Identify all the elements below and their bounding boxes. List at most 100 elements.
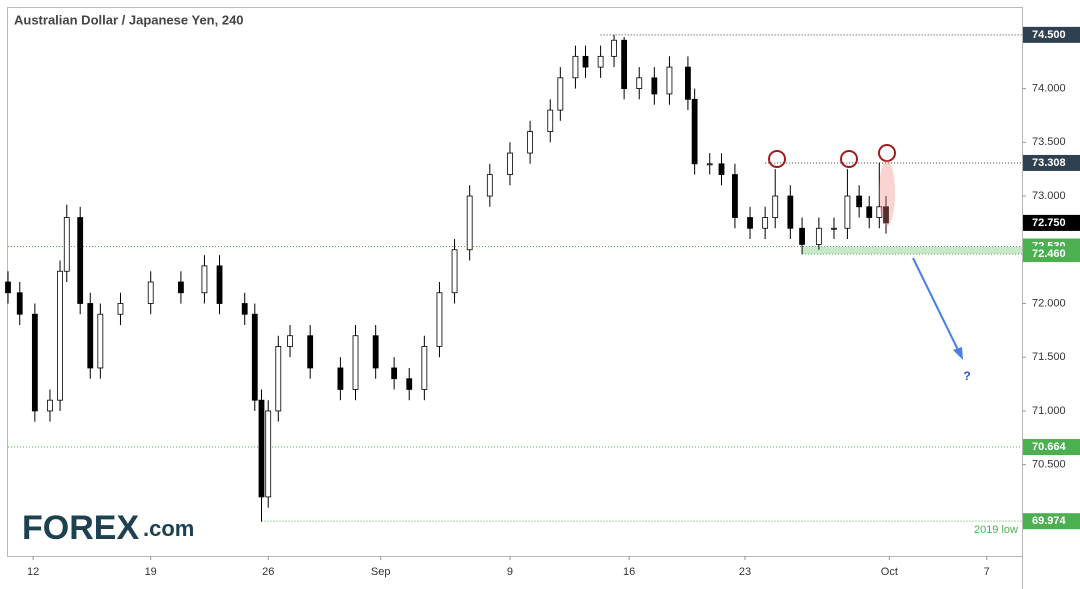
x-tick-label: 16 [623,566,635,578]
candle-body [275,346,282,412]
x-tick-label: 19 [145,566,157,578]
candle-body [691,98,698,165]
y-tick-label: 74.000 [1032,82,1066,94]
candle-body [201,265,208,294]
price-label-box [1023,439,1080,456]
candle-body [16,292,23,315]
price-label-box [1023,26,1080,43]
candle-body [666,66,673,95]
price-label-box [1023,246,1080,263]
candle-body [636,77,643,89]
candle-body [352,335,359,390]
candle-body [178,281,184,294]
highlight-circle [768,150,786,168]
support-zone [802,246,1022,255]
candle-body [547,109,554,132]
logo-suffix: .com [143,516,194,541]
candle-body [876,206,883,218]
arrow [912,257,961,355]
highlight-ellipse [879,160,895,226]
candle-body [815,227,822,245]
candle-body [799,227,805,245]
candle-body [557,77,564,111]
candle-body [732,174,738,218]
candle-body [762,217,769,229]
price-label: 72.460 [1032,248,1066,260]
candle-body [651,77,658,95]
y-tick-label: 72.000 [1032,297,1066,309]
y-tick-label: 73.000 [1032,190,1066,202]
candle-body [97,313,104,369]
low-note: 2019 low [974,524,1018,536]
candle-body [77,217,84,304]
price-label: 70.664 [1032,441,1067,453]
price-label: 72.750 [1032,217,1066,229]
candle-body [883,206,889,224]
candle-body [572,55,579,79]
candle-body [747,217,753,229]
candle-body [265,410,272,498]
y-tick-label: 73.500 [1032,136,1066,148]
x-tick-label: Oct [881,566,898,578]
y-tick-label: 71.000 [1032,405,1066,417]
y-tick-label: 70.500 [1032,459,1066,471]
candle-body [706,163,713,166]
price-label-box [1023,513,1080,530]
question-mark: ? [963,369,970,383]
candle-body [582,55,589,68]
candle-body [5,281,11,294]
price-label-box [1023,154,1080,171]
candle-body [436,292,443,347]
candle-body [486,174,493,197]
candle-body [831,227,837,230]
x-tick-label: 26 [262,566,274,578]
candle-body [337,367,344,390]
candle-body [406,378,413,390]
candle-body [47,399,53,412]
price-label: 74.500 [1032,29,1066,41]
candle-body [856,195,863,208]
price-label-box [1023,214,1080,231]
plot [5,34,1022,522]
candle-body [772,195,779,218]
candle-body [87,303,94,369]
candle-body [866,206,873,218]
candle-body [63,217,70,272]
price-label: 73.308 [1032,157,1066,169]
chart-title: Australian Dollar / Japanese Yen, 240 [14,12,244,27]
candle-body [147,281,154,304]
highlight-circle [878,144,896,162]
candle-body [844,195,851,229]
candle-body [597,55,604,68]
candle-body [527,131,534,154]
candle-body [391,367,398,380]
arrow-head [953,347,963,360]
candle-body [117,303,124,315]
candle-body [718,163,725,175]
x-tick-label: 9 [507,566,513,578]
candle-body [421,346,428,390]
candle-body [685,66,691,100]
x-tick-label: Sep [371,566,391,578]
candle-body [31,313,38,412]
highlight-circle [840,150,858,168]
candle-body [507,152,513,175]
x-tick-label: 7 [984,566,990,578]
candle-body [451,249,458,294]
candle-body [611,39,617,57]
candle-body [287,335,293,347]
candle-body [216,265,223,304]
x-tick-label: 12 [27,566,39,578]
price-label: 69.974 [1032,515,1067,527]
candle-body [258,399,265,498]
x-tick-label: 23 [739,566,751,578]
candle-body [787,195,794,229]
candle-body [241,303,248,315]
logo-brand: FOREX [22,509,139,547]
candle-body [621,39,628,89]
candle-body [466,195,473,251]
y-tick-label: 71.500 [1032,351,1066,363]
candle-body [251,313,258,401]
